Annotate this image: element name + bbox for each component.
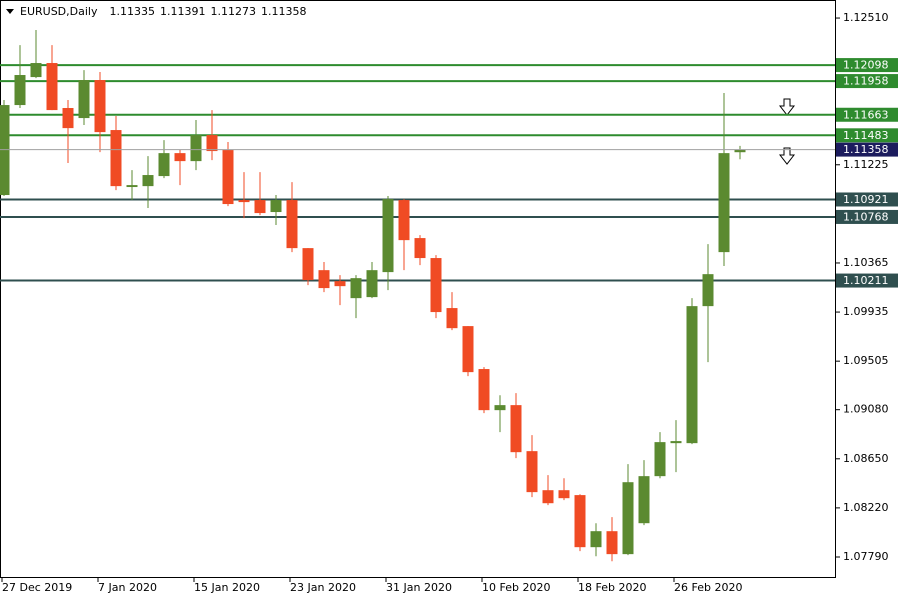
level-label-box bbox=[836, 128, 898, 143]
candle-body bbox=[382, 199, 394, 273]
candle-body bbox=[30, 63, 42, 78]
level-label: 1.10211 bbox=[843, 274, 889, 287]
header-ohlc: 1.11391 bbox=[160, 5, 206, 18]
candle-body bbox=[238, 200, 250, 203]
candle-body bbox=[670, 441, 682, 444]
y-tick-label: 1.12510 bbox=[843, 11, 889, 24]
candle-body bbox=[702, 274, 714, 307]
candle-body bbox=[174, 153, 186, 162]
candle-body bbox=[78, 80, 90, 119]
level-label: 1.10768 bbox=[843, 210, 889, 223]
y-tick-label: 1.11225 bbox=[843, 158, 889, 171]
candle-body bbox=[622, 482, 634, 555]
x-tick-label: 7 Jan 2020 bbox=[98, 581, 157, 594]
level-label-box bbox=[836, 273, 898, 288]
x-tick-label: 31 Jan 2020 bbox=[386, 581, 452, 594]
level-label: 1.11483 bbox=[843, 129, 889, 142]
y-tick-label: 1.08650 bbox=[843, 452, 889, 465]
y-tick-label: 1.10365 bbox=[843, 256, 889, 269]
candle-body bbox=[270, 200, 282, 213]
y-tick-label: 1.09080 bbox=[843, 403, 889, 416]
candle-body bbox=[206, 135, 218, 152]
candle-body bbox=[366, 270, 378, 298]
candle-body bbox=[142, 175, 154, 187]
candle-body bbox=[334, 281, 346, 287]
last-price-box bbox=[836, 142, 898, 157]
level-label: 1.12098 bbox=[843, 59, 889, 72]
candle-body bbox=[190, 135, 202, 162]
candle-body bbox=[158, 153, 170, 177]
level-label-box bbox=[836, 107, 898, 122]
candle-body bbox=[606, 531, 618, 555]
candle-body bbox=[350, 278, 362, 299]
x-tick-label: 26 Feb 2020 bbox=[674, 581, 742, 594]
candle-body bbox=[510, 405, 522, 453]
candle-body bbox=[222, 150, 234, 205]
candle-body bbox=[254, 200, 266, 214]
candle-body bbox=[414, 238, 426, 259]
candle-body bbox=[558, 490, 570, 499]
x-tick-label: 15 Jan 2020 bbox=[194, 581, 260, 594]
y-tick-label: 1.09505 bbox=[843, 354, 889, 367]
candle-body bbox=[654, 442, 666, 477]
candle-body bbox=[398, 200, 410, 241]
candle-body bbox=[718, 153, 730, 253]
candle-body bbox=[94, 80, 106, 133]
level-label: 1.11958 bbox=[843, 75, 889, 88]
candle-body bbox=[286, 200, 298, 249]
candle-body bbox=[14, 75, 26, 106]
y-tick-label: 1.09935 bbox=[843, 305, 889, 318]
candle-body bbox=[126, 185, 138, 188]
plot-frame bbox=[0, 0, 836, 578]
level-label-box bbox=[836, 192, 898, 207]
candle-body bbox=[318, 270, 330, 289]
candle-body bbox=[62, 108, 74, 129]
candle-body bbox=[110, 130, 122, 187]
chart-title: EURUSD,Daily 1.11335 1.11391 1.11273 1.11358 bbox=[20, 5, 306, 18]
candle-body bbox=[46, 63, 58, 111]
down-arrow bbox=[778, 98, 796, 116]
candle-body bbox=[734, 149, 746, 153]
level-label-box bbox=[836, 74, 898, 89]
candle-body bbox=[446, 308, 458, 329]
header-ohlc: 1.11335 bbox=[109, 5, 155, 18]
candle-body bbox=[430, 258, 442, 313]
candle-body bbox=[590, 531, 602, 548]
candle-body bbox=[462, 326, 474, 373]
candle-body bbox=[686, 306, 698, 444]
level-label: 1.10921 bbox=[843, 193, 889, 206]
x-tick-label: 18 Feb 2020 bbox=[578, 581, 646, 594]
candle-body bbox=[526, 451, 538, 493]
level-label-box bbox=[836, 209, 898, 224]
header-ohlc: 1.11358 bbox=[261, 5, 307, 18]
x-tick-label: 27 Dec 2019 bbox=[2, 581, 72, 594]
y-tick-label: 1.07790 bbox=[843, 550, 889, 563]
last-price-label: 1.11358 bbox=[843, 143, 889, 156]
candle-body bbox=[542, 490, 554, 504]
x-tick-label: 23 Jan 2020 bbox=[290, 581, 356, 594]
level-label-box bbox=[836, 58, 898, 73]
candle-body bbox=[638, 476, 650, 524]
candle-body bbox=[574, 495, 586, 548]
header-ohlc: 1.11273 bbox=[210, 5, 256, 18]
candle-body bbox=[302, 248, 314, 281]
candle-body bbox=[478, 369, 490, 411]
y-tick-label: 1.08220 bbox=[843, 501, 889, 514]
menu-icon bbox=[6, 9, 14, 14]
level-label: 1.11663 bbox=[843, 108, 889, 121]
candle-body bbox=[494, 405, 506, 411]
x-tick-label: 10 Feb 2020 bbox=[482, 581, 550, 594]
